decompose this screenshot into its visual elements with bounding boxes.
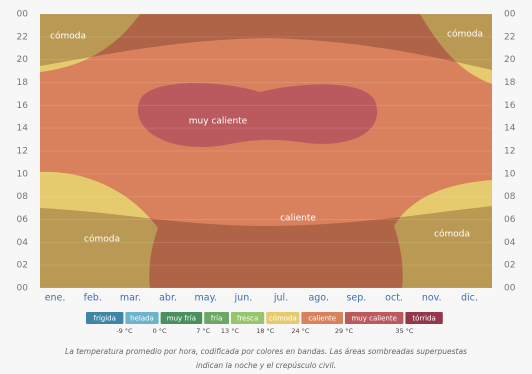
y-tick-label: 08 (504, 192, 516, 202)
legend-label: cómoda (269, 315, 297, 323)
y-tick-label: 14 (17, 124, 29, 134)
region (137, 83, 378, 147)
legend-swatch (405, 312, 443, 324)
y-tick-label: 06 (504, 215, 516, 225)
legend-swatch (204, 312, 229, 324)
x-tick-label: feb. (84, 293, 102, 304)
annotation: caliente (280, 214, 316, 224)
legend-swatch (231, 312, 265, 324)
threshold-label: -9 °C (116, 327, 133, 335)
y-tick-label: 16 (17, 101, 29, 111)
legend-swatch (345, 312, 404, 324)
y-tick-label: 22 (17, 32, 28, 42)
legend-label: muy caliente (351, 315, 396, 323)
y-tick-label: 02 (504, 261, 515, 271)
threshold-label: 7 °C (196, 327, 210, 335)
legend-swatch (160, 312, 203, 324)
x-tick-label: may. (195, 293, 217, 304)
annotation: cómoda (84, 234, 120, 245)
y-tick-label: 00 (504, 10, 516, 20)
y-tick-label: 14 (504, 124, 516, 134)
plot-area (40, 14, 492, 288)
legend-label: fría (211, 315, 223, 323)
y-tick-label: 16 (504, 101, 516, 111)
legend-label: helada (130, 315, 154, 323)
y-tick-label: 08 (17, 192, 29, 202)
y-tick-label: 04 (17, 238, 29, 248)
legend-swatch (266, 312, 300, 324)
y-tick-label: 06 (17, 215, 29, 225)
y-tick-label: 18 (17, 78, 29, 88)
caption: indican la noche y el crepúsculo civil. (196, 361, 336, 370)
legend-label: frígida (93, 315, 115, 323)
legend-swatch (86, 312, 124, 324)
y-tick-label: 20 (17, 55, 29, 65)
threshold-label: 18 °C (256, 327, 275, 335)
region (40, 14, 140, 72)
threshold-label: 35 °C (395, 327, 414, 335)
x-tick-label: sep. (346, 293, 366, 304)
y-tick-label: 20 (504, 55, 516, 65)
y-tick-label: 00 (504, 284, 516, 294)
y-tick-label: 04 (504, 238, 516, 248)
legend-label: tórrida (412, 315, 435, 323)
x-tick-label: dic. (461, 293, 478, 304)
x-tick-label: jul. (273, 293, 288, 304)
x-tick-label: jun. (234, 293, 253, 304)
legend-swatch (125, 312, 159, 324)
y-tick-label: 00 (17, 10, 29, 20)
caption: La temperatura promedio por hora, codifi… (65, 347, 467, 356)
y-tick-label: 12 (17, 147, 28, 157)
x-tick-label: abr. (159, 293, 177, 304)
x-tick-label: nov. (422, 293, 442, 304)
x-tick-label: oct. (385, 293, 403, 304)
threshold-label: 29 °C (335, 327, 354, 335)
region (40, 171, 158, 288)
y-tick-label: 10 (17, 169, 29, 179)
threshold-label: 24 °C (291, 327, 310, 335)
legend-label: fresca (237, 315, 258, 323)
annotation: cómoda (434, 229, 470, 240)
x-tick-label: mar. (120, 293, 141, 304)
x-tick-label: ene. (45, 293, 66, 304)
y-tick-label: 22 (504, 32, 515, 42)
x-tick-label: ago. (308, 293, 329, 304)
legend-label: caliente (308, 315, 336, 323)
legend-label: muy fría (167, 315, 196, 323)
legend-swatch (301, 312, 343, 324)
y-tick-label: 00 (17, 284, 29, 294)
annotation: muy caliente (189, 117, 248, 127)
annotation: cómoda (447, 29, 483, 40)
y-tick-label: 10 (504, 169, 516, 179)
night-shade (40, 14, 492, 70)
y-tick-label: 18 (504, 78, 516, 88)
region (394, 180, 492, 288)
y-tick-label: 12 (504, 147, 515, 157)
night-shade (40, 206, 492, 288)
threshold-label: 0 °C (153, 327, 167, 335)
threshold-label: 13 °C (221, 327, 240, 335)
annotation: cómoda (50, 31, 86, 42)
region (420, 14, 492, 84)
y-tick-label: 02 (17, 261, 28, 271)
